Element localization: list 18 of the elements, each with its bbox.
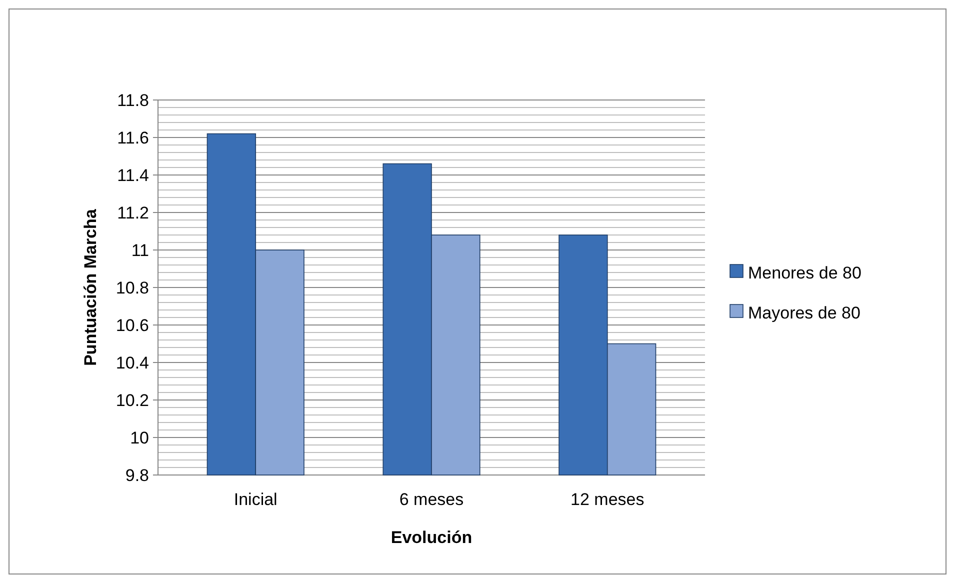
y-tick-label: 11	[131, 240, 149, 260]
legend-label: Menores de 80	[748, 263, 862, 282]
y-tick-label: 9.8	[125, 466, 149, 485]
y-tick-label: 10.8	[116, 278, 149, 298]
x-tick-label: 6 meses	[399, 490, 464, 509]
y-tick-label: 11.8	[117, 90, 149, 110]
y-tick-label: 10.6	[116, 316, 149, 335]
y-tick-label: 10	[130, 428, 149, 448]
y-tick-label: 10.4	[116, 353, 149, 372]
x-tick-label: Inicial	[234, 490, 278, 509]
y-tick-label: 11.2	[117, 203, 149, 222]
legend-label: Mayores de 80	[748, 303, 860, 322]
y-tick-label: 11.6	[117, 128, 149, 148]
x-axis-title: Evolución	[390, 528, 472, 547]
y-axis-title: Puntuación Marcha	[81, 208, 100, 366]
y-tick-label: 10.2	[116, 390, 149, 410]
y-tick-label: 11.4	[117, 166, 149, 185]
x-tick-label: 12 meses	[570, 490, 644, 509]
